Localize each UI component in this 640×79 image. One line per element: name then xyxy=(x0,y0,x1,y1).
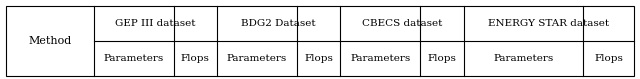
Text: CBECS dataset: CBECS dataset xyxy=(362,19,442,28)
Text: GEP III dataset: GEP III dataset xyxy=(115,19,195,28)
Text: Flops: Flops xyxy=(428,54,456,63)
Text: Parameters: Parameters xyxy=(227,54,287,63)
Text: Parameters: Parameters xyxy=(350,54,410,63)
Text: Parameters: Parameters xyxy=(104,54,164,63)
Text: Flops: Flops xyxy=(594,54,623,63)
Bar xyxy=(6,6,634,76)
Text: Flops: Flops xyxy=(304,54,333,63)
Text: Parameters: Parameters xyxy=(493,54,554,63)
Text: BDG2 Dataset: BDG2 Dataset xyxy=(241,19,316,28)
Text: Method: Method xyxy=(28,36,72,46)
Text: Flops: Flops xyxy=(181,54,210,63)
Text: ENERGY STAR dataset: ENERGY STAR dataset xyxy=(488,19,609,28)
